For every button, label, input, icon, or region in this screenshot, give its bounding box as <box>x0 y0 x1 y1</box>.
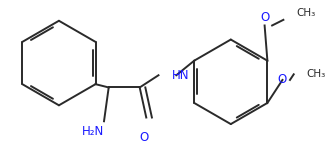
Text: O: O <box>140 131 149 144</box>
Text: H₂N: H₂N <box>82 125 104 138</box>
Text: O: O <box>278 73 287 86</box>
Text: O: O <box>260 11 269 24</box>
Text: CH₃: CH₃ <box>307 69 326 79</box>
Text: HN: HN <box>171 69 189 82</box>
Text: CH₃: CH₃ <box>297 8 316 18</box>
